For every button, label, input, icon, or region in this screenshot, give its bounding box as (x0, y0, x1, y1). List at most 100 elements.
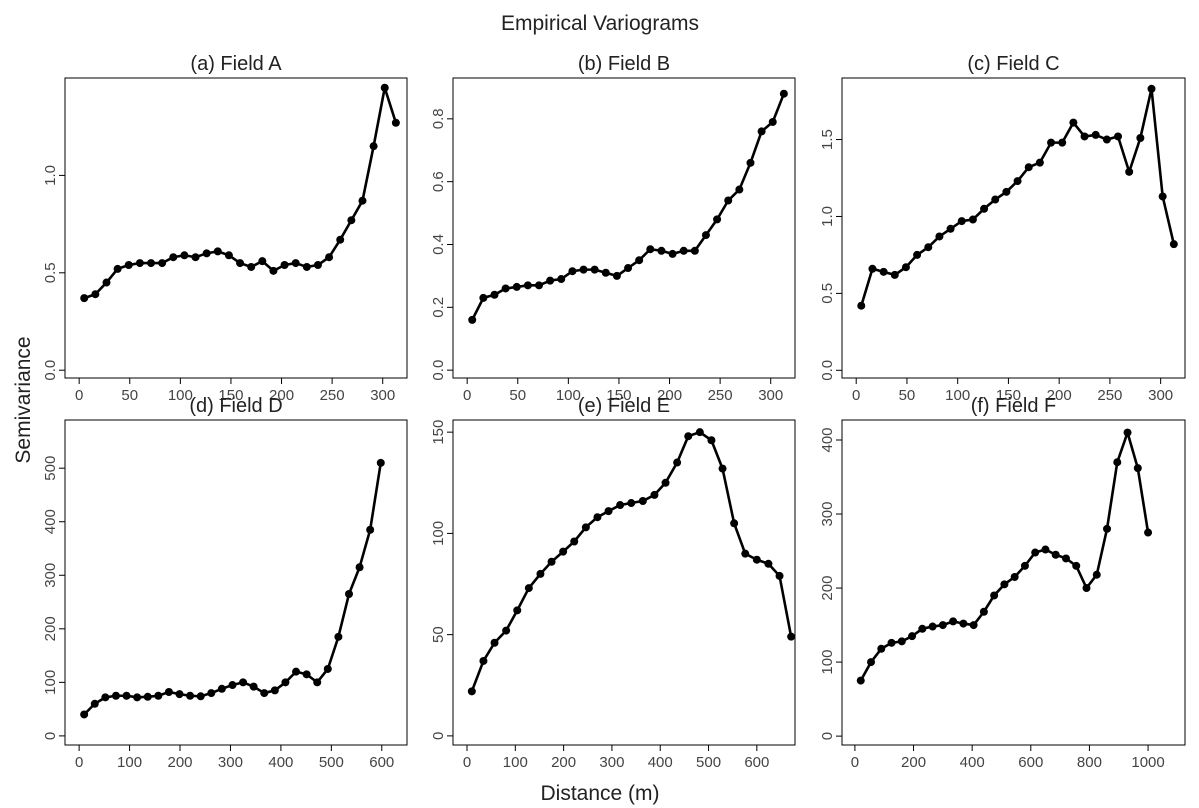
x-tick-label: 300 (599, 754, 624, 771)
panel-title: (d) Field D (189, 395, 282, 417)
series-line (470, 430, 793, 692)
point (1041, 545, 1050, 554)
x-tick-label: 0 (463, 387, 471, 404)
point (593, 513, 602, 522)
y-tick-label: 1.0 (819, 206, 836, 227)
plot-frame (841, 77, 1186, 379)
point (313, 678, 322, 687)
plot-frame (64, 419, 408, 746)
point (887, 638, 896, 647)
point (169, 253, 178, 262)
point (313, 261, 322, 270)
point (746, 158, 755, 167)
point (679, 246, 688, 255)
point (1002, 187, 1011, 196)
point (512, 282, 521, 291)
point (908, 632, 917, 641)
point (684, 432, 693, 441)
point (1092, 570, 1101, 579)
point (147, 259, 156, 268)
point (928, 622, 937, 631)
point (1020, 561, 1029, 570)
y-tick-label: 0.4 (430, 234, 447, 255)
point (291, 259, 300, 268)
point (249, 682, 258, 691)
x-tick-label: 250 (320, 387, 345, 404)
point (1125, 167, 1134, 176)
point (1144, 528, 1153, 537)
point (897, 637, 906, 646)
point (547, 557, 556, 566)
y-tick-label: 300 (42, 563, 59, 588)
point (627, 499, 636, 508)
point (336, 235, 345, 244)
point (879, 267, 888, 276)
point (650, 490, 659, 499)
panel-title: (e) Field E (578, 395, 670, 417)
point (1102, 135, 1111, 144)
point (579, 265, 588, 274)
point (901, 263, 910, 272)
point (690, 246, 699, 255)
x-tick-label: 150 (606, 387, 631, 404)
point (101, 693, 110, 702)
x-tick-label: 200 (657, 387, 682, 404)
point (1103, 524, 1112, 533)
point (590, 265, 599, 274)
y-tick-label: 200 (819, 576, 836, 601)
point (546, 276, 555, 285)
point (260, 689, 269, 698)
y-tick-label: 1.0 (42, 165, 59, 186)
point (513, 606, 522, 615)
series-line (860, 88, 1176, 307)
point (302, 262, 311, 271)
point (113, 264, 122, 273)
x-tick-label: 200 (167, 754, 192, 771)
x-tick-label: 600 (744, 754, 769, 771)
point (334, 632, 343, 641)
point (133, 693, 142, 702)
point (559, 547, 568, 556)
x-tick-label: 50 (509, 387, 526, 404)
point (657, 246, 666, 255)
point (380, 83, 389, 92)
point (581, 523, 590, 532)
point (867, 658, 876, 667)
point (918, 624, 927, 633)
point (775, 571, 784, 580)
x-tick-label: 150 (996, 387, 1021, 404)
point (524, 584, 533, 593)
point (635, 256, 644, 265)
point (757, 127, 766, 136)
plot-frame (841, 419, 1186, 746)
point (122, 691, 131, 700)
point (355, 563, 364, 572)
x-tick-label: 100 (556, 387, 581, 404)
x-tick-label: 300 (758, 387, 783, 404)
point (224, 251, 233, 260)
point (1035, 158, 1044, 167)
point (695, 428, 704, 437)
y-axis-label: Semivariance (12, 336, 35, 463)
point (358, 196, 367, 205)
point (535, 281, 544, 290)
x-tick-label: 500 (696, 754, 721, 771)
point (80, 294, 89, 303)
point (1136, 134, 1145, 142)
point (270, 686, 279, 695)
x-tick-label: 0 (75, 387, 83, 404)
y-tick-label: 0.0 (430, 360, 447, 381)
point (207, 689, 216, 698)
point (180, 251, 189, 260)
x-tick-label: 0 (463, 754, 471, 771)
point (604, 507, 613, 516)
point (1072, 561, 1081, 570)
point (701, 231, 710, 240)
point (1058, 138, 1067, 147)
y-tick-label: 100 (42, 670, 59, 695)
y-tick-label: 400 (819, 427, 836, 452)
y-tick-label: 500 (42, 456, 59, 481)
point (523, 281, 532, 290)
panel-title: (c) Field C (967, 53, 1059, 75)
